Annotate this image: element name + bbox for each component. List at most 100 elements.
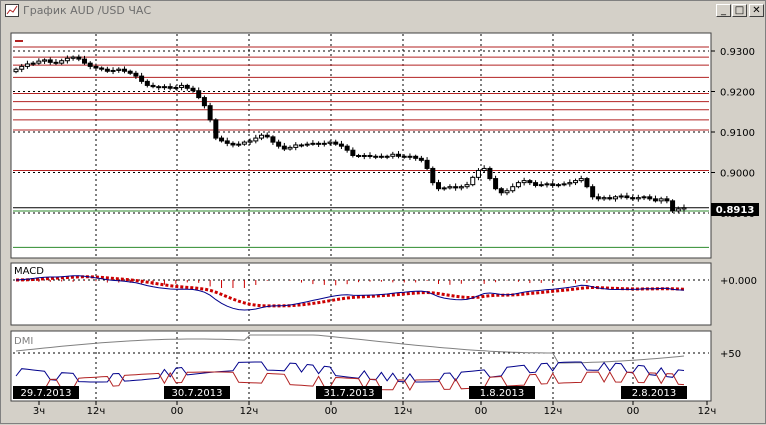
svg-text:31.7.2013: 31.7.2013 [324,388,375,399]
candle [515,180,521,189]
candle [230,141,236,148]
candle [93,63,99,71]
date-labels: 29.7.2013 30.7.2013 31.7.2013 1.8.2013 2.8.2… [13,386,687,399]
price-grid [13,34,709,257]
dmi-label: DMI [14,336,33,347]
candlestick-series [13,54,687,213]
price-tick-label: 0.9300 [720,47,755,58]
candle [578,175,584,183]
candle [293,142,299,151]
candle [276,139,282,149]
candle [253,134,259,144]
candle [470,175,476,187]
candle [418,155,424,163]
candle [298,143,304,148]
macd-panel[interactable] [10,262,712,326]
macd-signal-line [15,275,685,308]
candle [475,168,481,181]
candle [595,193,601,202]
candle [270,135,276,145]
candle [53,59,59,66]
candle [356,153,362,158]
price-tick-label: 0.9100 [720,128,755,139]
candle [247,138,253,145]
candle [498,187,504,196]
candle [612,195,618,202]
date-label: 30.7.2013 [164,386,230,399]
candle [133,70,139,79]
candle [527,178,533,186]
candle [139,72,145,84]
candle [219,135,225,143]
candle [121,66,127,74]
close-button[interactable]: ✕ [749,4,764,17]
candle [670,199,676,213]
macd-label: MACD [14,266,44,277]
macd-zero-label: +0.000 [720,276,757,287]
candle [367,152,373,159]
candle [24,60,30,69]
candle [378,153,384,159]
hour-tick-label: 12ч [394,406,413,417]
candle [601,195,607,201]
candle [161,84,167,90]
candle [304,141,310,147]
candle [590,184,596,200]
candle [241,140,247,146]
candle [173,85,179,90]
hour-tick-label: 12ч [87,406,106,417]
candle [30,61,36,66]
price-marker: 0.8913 [711,203,759,216]
candle [321,140,327,147]
time-axis: 3ч 12ч 00 12ч 00 12ч 00 12ч 00 12ч [33,401,716,417]
candle [607,194,613,201]
candle [70,55,76,61]
candle [316,141,322,147]
candle [413,154,419,161]
price-tick-label: 0.9000 [720,169,755,180]
candle [681,204,687,212]
candle [127,69,133,75]
candle [487,166,493,181]
maximize-button[interactable]: □ [732,4,747,17]
candle [641,195,647,201]
hour-tick-label: 00 [171,406,184,417]
candle [544,181,550,188]
candle [310,140,316,146]
candle [19,63,25,73]
hour-tick-label: 00 [627,406,640,417]
candle [658,196,664,204]
candle [59,58,65,65]
candle [87,61,93,70]
candle [453,183,459,191]
hour-tick-label: 3ч [33,406,45,417]
price-panel[interactable] [10,32,712,259]
price-levels [13,46,709,248]
candle [561,181,567,187]
candle [464,181,470,189]
minimize-button[interactable]: _ [716,4,731,17]
hour-tick-label: 12ч [698,406,717,417]
candle [150,82,156,89]
candle [264,132,270,139]
title-bar[interactable]: График AUD /USD ЧАС _ □ ✕ [2,2,764,20]
candle [635,194,641,202]
candle [390,151,396,159]
macd-line [15,275,685,311]
candle [82,55,88,65]
candle [207,102,213,123]
candle [493,175,499,191]
candle [110,67,116,75]
candle [407,153,413,160]
candle [64,55,70,64]
candle [47,57,53,65]
dmi-minus-line [16,370,685,392]
candle [179,82,185,91]
candle [350,147,356,158]
candle [167,83,173,91]
candle [447,184,453,190]
hour-tick-label: 00 [325,406,338,417]
